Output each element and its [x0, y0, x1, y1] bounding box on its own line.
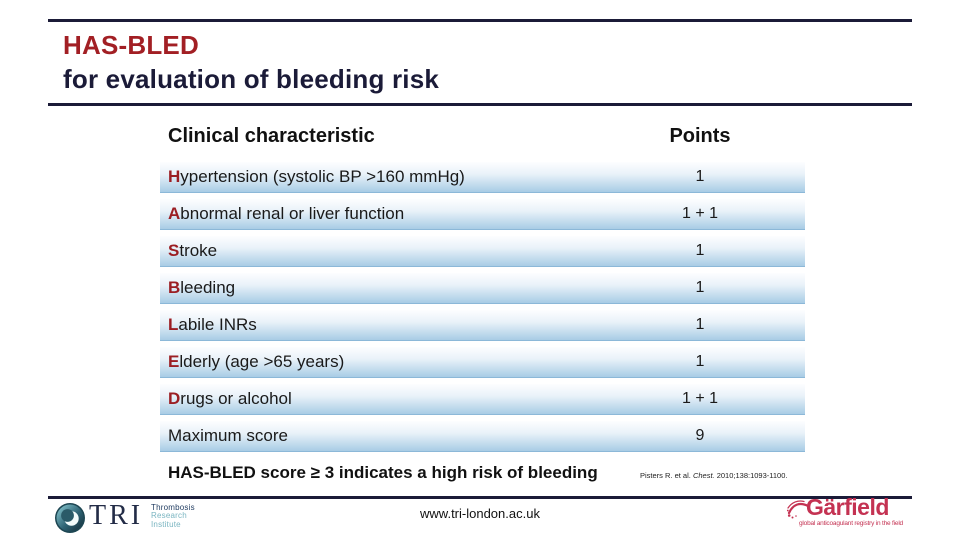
row-text: Maximum score	[168, 426, 288, 445]
citation: Pisters R. et al. Chest. 2010;138:1093-1…	[640, 471, 787, 480]
table-row-drugs-alcohol: Drugs or alcohol 1 + 1	[160, 384, 805, 415]
website-url: www.tri-london.ac.uk	[420, 506, 540, 521]
row-initial: D	[168, 389, 181, 408]
row-points: 1 + 1	[681, 390, 719, 407]
row-label: Maximum score	[168, 426, 288, 446]
garfield-wordmark: Gärfield	[806, 494, 889, 520]
table-row-maximum-score: Maximum score 9	[160, 421, 805, 452]
garfield-logo: Gärfield global anticoagulant registry i…	[786, 494, 914, 527]
row-label: Elderly (age >65 years)	[168, 352, 344, 372]
table-row-abnormal-function: Abnormal renal or liver function 1 + 1	[160, 199, 805, 230]
row-text: lderly (age >65 years)	[179, 352, 345, 371]
row-points: 1	[695, 316, 705, 333]
table-row-labile-inrs: Labile INRs 1	[160, 310, 805, 341]
row-points: 1 + 1	[681, 205, 719, 222]
table-row-stroke: Stroke 1	[160, 236, 805, 267]
title-divider	[48, 103, 912, 106]
slide-title: HAS-BLED for evaluation of bleeding risk	[63, 28, 439, 96]
row-points: 9	[695, 427, 705, 444]
row-label: Hypertension (systolic BP >160 mmHg)	[168, 167, 465, 187]
table-row-elderly: Elderly (age >65 years) 1	[160, 347, 805, 378]
row-points: 1	[695, 353, 705, 370]
table-header: Clinical characteristic Points	[160, 120, 805, 162]
top-divider	[48, 19, 912, 22]
tri-globe-icon	[55, 503, 85, 533]
tri-name-line3: Institute	[151, 519, 181, 529]
row-points: 1	[695, 279, 705, 296]
footer-divider	[48, 496, 912, 499]
table-row-bleeding: Bleeding 1	[160, 273, 805, 304]
row-label: Drugs or alcohol	[168, 389, 292, 409]
row-points: 1	[695, 242, 705, 259]
row-label: Abnormal renal or liver function	[168, 204, 404, 224]
row-initial: E	[168, 352, 180, 371]
row-text: leeding	[180, 278, 236, 297]
garfield-comet-icon	[786, 500, 810, 519]
table-row-hypertension: Hypertension (systolic BP >160 mmHg) 1	[160, 162, 805, 193]
score-table: Clinical characteristic Points Hypertens…	[160, 120, 805, 458]
tri-name-line2: Research	[151, 511, 187, 521]
row-label: Bleeding	[168, 278, 235, 298]
row-initial: L	[168, 315, 179, 334]
tri-name: Thrombosis Research Institute	[151, 503, 195, 529]
row-initial: S	[168, 241, 180, 260]
row-text: abile INRs	[178, 315, 257, 334]
row-text: troke	[179, 241, 218, 260]
row-text: rugs or alcohol	[180, 389, 292, 408]
row-initial: B	[168, 278, 181, 297]
tri-name-line1: Thrombosis	[151, 503, 195, 512]
column-header-characteristic: Clinical characteristic	[168, 125, 375, 147]
title-acronym: HAS-BLED	[63, 30, 199, 60]
citation-authors: Pisters R. et al.	[640, 471, 693, 480]
row-text: ypertension (systolic BP >160 mmHg)	[180, 167, 465, 186]
row-initial: H	[168, 167, 181, 186]
citation-volume: 2010;138:1093-1100.	[714, 471, 788, 480]
row-text: bnormal renal or liver function	[180, 204, 405, 223]
tri-acronym: TRI	[89, 500, 144, 531]
summary-text: HAS-BLED score ≥ 3 indicates a high risk…	[168, 463, 598, 482]
row-label: Stroke	[168, 241, 217, 261]
garfield-tagline: global anticoagulant registry in the fie…	[799, 520, 903, 527]
row-initial: A	[168, 204, 181, 223]
row-points: 1	[695, 168, 705, 185]
row-label: Labile INRs	[168, 315, 257, 335]
column-header-points: Points	[669, 125, 731, 147]
title-subtitle: for evaluation of bleeding risk	[63, 64, 440, 94]
citation-journal: Chest.	[692, 471, 715, 480]
